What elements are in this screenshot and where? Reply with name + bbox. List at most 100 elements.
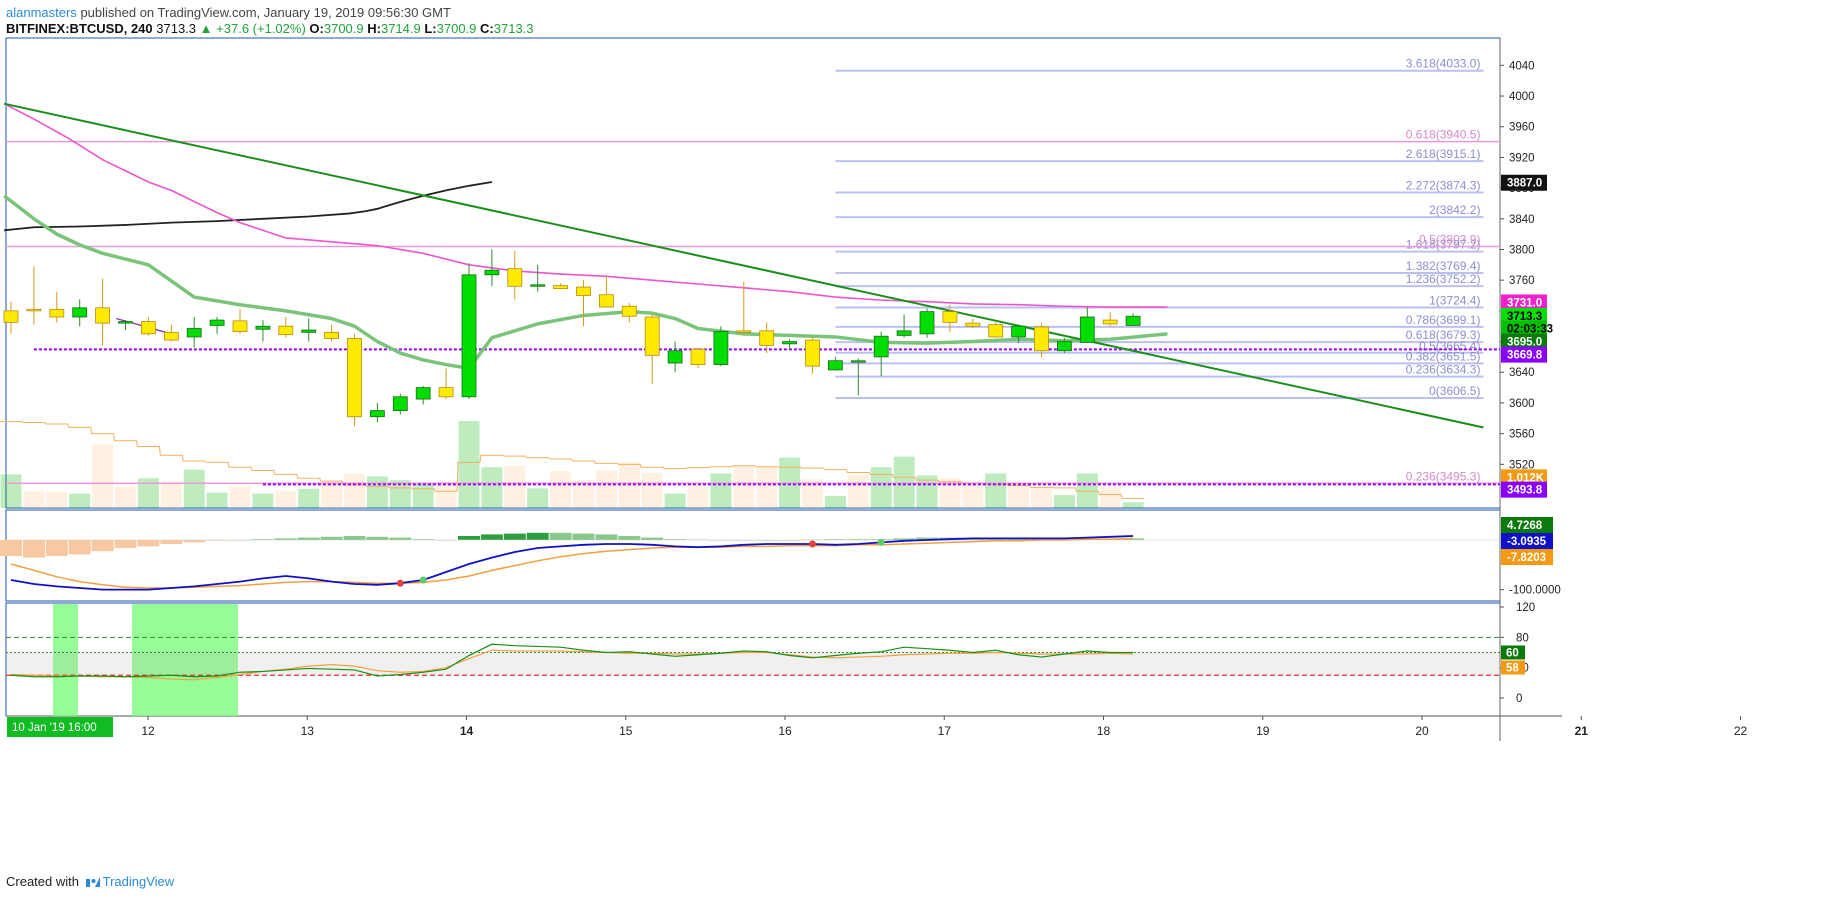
header-publish-line: alanmasters published on TradingView.com…	[6, 5, 451, 20]
candle-body	[118, 321, 133, 324]
rsi-axis-badge	[1501, 660, 1525, 675]
macd-hist-bar	[91, 540, 114, 552]
volume-bar	[710, 473, 732, 508]
macd-hist-bar	[206, 540, 229, 541]
candle	[553, 283, 568, 290]
candle	[140, 317, 156, 336]
price-axis-badge-text: 3713.3	[1507, 311, 1542, 323]
time-tick-label: 22	[1734, 724, 1748, 738]
rsi-layer: 120804006058	[6, 602, 1535, 716]
price-axis-badge-text: 3493.8	[1507, 485, 1543, 497]
price-axis-badge-text: 02:03:33	[1507, 324, 1553, 336]
volume-bar	[344, 473, 365, 508]
rsi-tick-label: 0	[1516, 693, 1522, 705]
macd-hist-bar	[22, 540, 45, 558]
open-value: 3700.9	[323, 21, 364, 36]
candle	[690, 347, 706, 369]
volume-bar	[206, 492, 228, 508]
macd-hist-bar	[183, 540, 206, 543]
candle-body	[576, 286, 591, 296]
price-tick-label: 4000	[1509, 91, 1535, 103]
macd-axis-badge	[1501, 517, 1553, 533]
fib-retracement-label: 0.618(3940.5)	[1406, 128, 1481, 142]
fib-level-label: 2(3842.2)	[1429, 203, 1480, 217]
rsi-oversold-zone	[53, 604, 78, 716]
macd-hist-bar	[1122, 538, 1145, 540]
close-value: 3713.3	[493, 21, 534, 36]
time-axis: 12 13 14 15 16 17 18 19 20 21 22 10 Jan '19 16:00	[7, 716, 1747, 738]
price-axis-badge	[1501, 174, 1547, 191]
volume-bar	[733, 465, 755, 508]
candle	[919, 308, 935, 338]
volume-bar	[1031, 487, 1052, 508]
candle-body	[186, 328, 202, 338]
macd-hist-bar	[274, 538, 297, 540]
fib-level-label: 0.618(3679.3)	[1406, 328, 1481, 342]
time-tick-label: 18	[1097, 724, 1111, 738]
volume-bar	[458, 421, 480, 508]
rsi-axis-badge	[1501, 645, 1525, 660]
author-link[interactable]: alanmasters	[6, 5, 77, 20]
candle-body	[942, 311, 958, 323]
candle	[95, 278, 110, 346]
macd-cross-marker	[419, 576, 427, 584]
candle	[186, 317, 202, 348]
price-axis-badge	[1501, 469, 1547, 486]
fib-level-label: 1.236(3752.2)	[1406, 272, 1481, 286]
time-tick-label: 20	[1415, 724, 1429, 738]
high-value: 3714.9	[380, 21, 421, 36]
volume-bar	[412, 484, 434, 508]
macd-tick-label: -100.0000	[1509, 585, 1561, 597]
candle	[621, 303, 637, 323]
candle	[369, 402, 385, 423]
candle	[461, 263, 477, 400]
volume-bar	[1008, 484, 1030, 508]
candle-body	[896, 330, 912, 336]
volume-layer	[0, 421, 1145, 508]
ema-green-line	[3, 194, 1168, 371]
candle-body	[461, 274, 477, 398]
time-tick-label: 21	[1575, 724, 1589, 738]
candle-body	[988, 324, 1004, 338]
price-tick-label: 3920	[1509, 152, 1535, 164]
tradingview-link[interactable]: TradingView	[102, 874, 175, 889]
fib-retracement-label: 0.236(3495.3)	[1406, 469, 1481, 483]
macd-hist-bar	[412, 539, 435, 540]
volume-bar	[298, 488, 320, 508]
candle-body	[392, 396, 408, 412]
candle-body	[95, 307, 110, 324]
candles-layer	[3, 249, 1141, 426]
price-change: +37.6 (+1.02%)	[216, 21, 306, 36]
candle	[736, 281, 752, 334]
rsi-tick-label: 120	[1516, 602, 1535, 614]
candle	[392, 393, 408, 415]
candle	[1011, 324, 1026, 344]
volume-bar	[435, 481, 457, 508]
candle	[26, 266, 42, 325]
macd-hist-bar	[824, 539, 847, 540]
macd-axis-badge	[1501, 549, 1553, 565]
candle	[644, 314, 660, 384]
volume-bar	[573, 480, 594, 508]
candle	[415, 386, 431, 405]
macd-hist-bar	[251, 539, 274, 540]
candle-body	[599, 294, 614, 308]
rsi-axis-badge-text: 58	[1506, 663, 1519, 675]
volume-ma-line	[0, 421, 1145, 499]
volume-bar	[275, 491, 297, 508]
volume-bar	[962, 481, 984, 508]
candle	[805, 337, 820, 374]
low-value: 3700.9	[436, 21, 477, 36]
rsi-tick-label: 80	[1516, 632, 1529, 644]
candle-body	[553, 285, 568, 290]
symbol-label[interactable]: BITFINEX:BTCUSD, 240	[6, 21, 153, 36]
macd-hist-bar	[503, 533, 526, 540]
macd-hist-bar	[641, 537, 664, 540]
candle	[278, 317, 294, 338]
volume-bar	[824, 496, 846, 508]
time-tick-label: 14	[460, 724, 474, 738]
candle-body	[278, 325, 294, 336]
candle-body	[72, 307, 88, 318]
macd-cross-marker	[877, 538, 885, 546]
